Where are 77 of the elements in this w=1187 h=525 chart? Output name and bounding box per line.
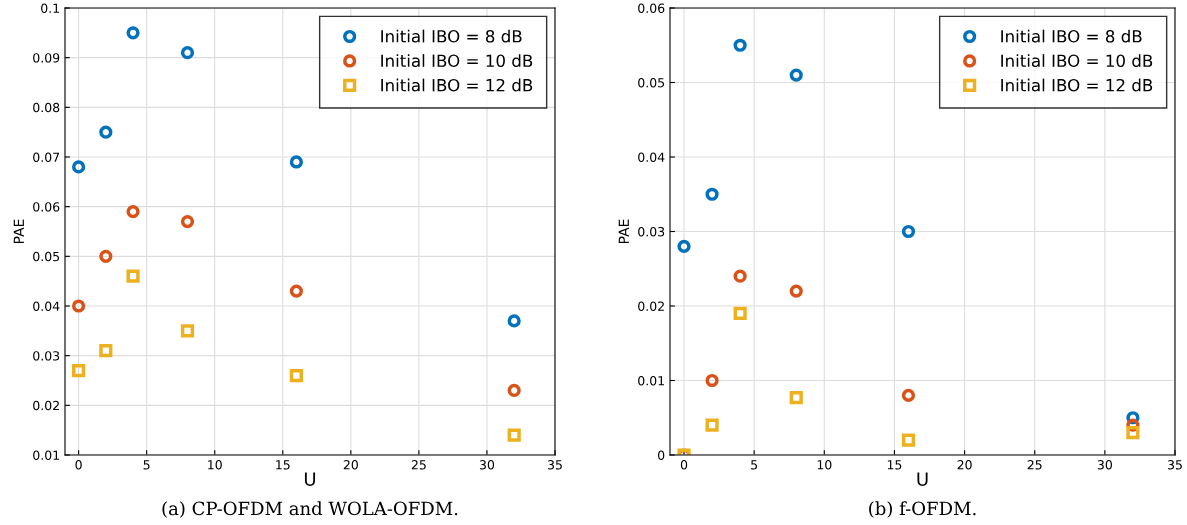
y-tick-label: 0.04 <box>33 301 60 311</box>
y-tick-label: 0.08 <box>33 102 60 113</box>
x-tick-label: 0 <box>75 460 82 470</box>
y-tick-label: 0.01 <box>33 450 59 460</box>
point <box>126 26 140 40</box>
x-tick-label: 15 <box>887 460 902 470</box>
x-tick-label: 35 <box>1168 460 1182 470</box>
point <box>289 155 303 169</box>
point <box>126 205 140 219</box>
legend-label: Initial IBO = 12 dB <box>381 78 533 92</box>
y-tick-label: 0.1 <box>41 3 59 13</box>
x-tick-label: 30 <box>1097 460 1112 470</box>
y-tick-label: 0.03 <box>638 226 665 237</box>
point <box>180 324 195 338</box>
x-tick-label: 10 <box>208 460 222 470</box>
y-tick-label: 0.06 <box>33 202 60 212</box>
y-axis-title: PAE <box>13 219 24 244</box>
point <box>289 368 303 383</box>
x-tick-label: 0 <box>680 460 688 470</box>
point <box>677 239 691 253</box>
point <box>733 38 747 52</box>
x-tick-label: 25 <box>411 460 426 470</box>
y-tick-label: 0.03 <box>33 351 60 361</box>
point <box>1126 426 1140 440</box>
point <box>99 249 113 263</box>
x-axis-title: U <box>304 472 316 486</box>
y-tick-label: 0.02 <box>33 400 59 411</box>
point <box>72 299 86 313</box>
x-tick-label: 5 <box>751 460 758 470</box>
point <box>789 284 803 298</box>
y-tick-label: 0.09 <box>33 53 60 63</box>
point <box>901 388 916 402</box>
y-tick-label: 0.02 <box>638 301 664 311</box>
point <box>901 433 916 447</box>
legend-label: Initial IBO = 8 dB <box>381 29 522 43</box>
legend-label: Initial IBO = 10 dB <box>1001 54 1153 68</box>
x-tick-label: 5 <box>143 460 150 470</box>
x-tick-label: 20 <box>957 460 972 470</box>
text: (a) CP-OFDM and WOLA-OFDM. <box>162 501 458 518</box>
x-tick-label: 25 <box>1027 460 1042 470</box>
legend-label: Initial IBO = 8 dB <box>1001 29 1142 43</box>
x-tick-label: 20 <box>343 460 358 470</box>
point <box>789 391 803 405</box>
legend-label: Initial IBO = 12 dB <box>1001 78 1153 92</box>
point <box>289 284 303 298</box>
point <box>705 187 719 201</box>
y-tick-label: 0.05 <box>33 251 60 262</box>
y-tick-label: 0 <box>658 450 665 460</box>
x-tick-label: 10 <box>817 460 832 470</box>
y-axis-title: PAE <box>618 219 629 244</box>
x-tick-label: 30 <box>479 460 495 470</box>
point <box>705 418 719 432</box>
y-tick-label: 0.01 <box>638 375 664 386</box>
point <box>180 46 195 60</box>
point <box>733 269 747 283</box>
point <box>99 125 113 139</box>
y-tick-label: 0.06 <box>638 3 665 13</box>
point <box>507 428 521 442</box>
point <box>733 306 747 321</box>
x-axis-title: U <box>917 472 928 486</box>
text: (b) f-OFDM. <box>869 501 976 518</box>
x-tick-label: 15 <box>276 460 290 470</box>
y-tick-label: 0.07 <box>33 152 60 162</box>
point <box>180 214 195 229</box>
legend-label: Initial IBO = 10 dB <box>381 54 533 68</box>
point <box>507 383 521 398</box>
point <box>901 224 916 239</box>
point <box>126 269 140 283</box>
point <box>507 314 521 328</box>
point <box>99 344 113 358</box>
point <box>72 160 86 174</box>
y-tick-label: 0.04 <box>638 152 665 162</box>
x-tick-label: 35 <box>548 460 562 470</box>
y-tick-label: 0.05 <box>638 77 665 88</box>
point <box>789 68 803 82</box>
point <box>705 373 719 388</box>
point <box>72 363 86 378</box>
